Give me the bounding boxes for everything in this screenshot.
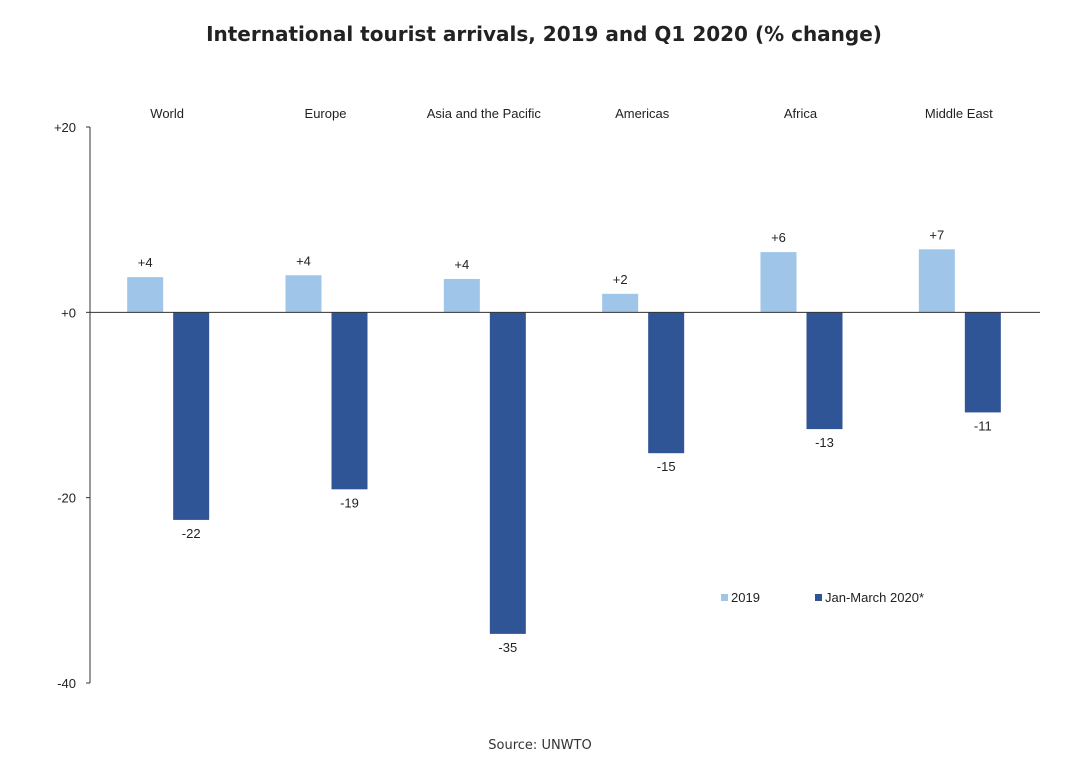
bar-2019 [285,275,322,313]
category-label: Asia and the Pacific [427,106,542,121]
bar-2019 [760,252,797,313]
legend-swatch-2019 [721,594,728,601]
bar-2020 [331,312,368,490]
category-label: Americas [615,106,670,121]
data-label: -22 [182,526,201,541]
legend-label: Jan-March 2020* [825,590,924,605]
data-label: -11 [974,418,992,433]
data-label: -19 [340,495,359,510]
bar-2020 [964,312,1001,413]
bars-group [127,249,1001,634]
data-label: +7 [929,227,944,242]
data-label: +4 [454,257,469,272]
bar-2020 [648,312,685,454]
bar-2019 [443,278,480,313]
source-note: Source: UNWTO [488,738,592,753]
labels-group: World +4 -22 Europe +4 -19 Asia and the Pacifi… [138,106,993,655]
data-label: +6 [771,230,786,245]
data-label: +2 [613,272,628,287]
category-label: Africa [784,106,818,121]
data-label: +4 [138,255,153,270]
legend: 2019 Jan-March 2020* [721,590,924,605]
data-label: +4 [296,253,311,268]
bar-2019 [602,293,639,313]
chart-title: International tourist arrivals, 2019 and… [206,22,882,46]
y-tick-label: +20 [54,120,76,135]
bar-2019 [127,277,164,313]
y-tick-label: -20 [57,491,76,506]
bar-2019 [918,249,955,313]
y-tick-label: +0 [61,305,76,320]
axes-group: +20 +0 -20 -40 [54,120,1040,691]
category-label: World [150,106,184,121]
data-label: -13 [815,435,834,450]
bar-2020 [173,312,210,520]
category-label: Europe [305,106,347,121]
bar-2020 [806,312,843,430]
legend-swatch-2020 [815,594,822,601]
y-tick-label: -40 [57,676,76,691]
data-label: -15 [657,459,676,474]
data-label: -35 [498,640,517,655]
legend-label: 2019 [731,590,760,605]
bar-2020 [489,312,526,634]
category-label: Middle East [925,106,993,121]
